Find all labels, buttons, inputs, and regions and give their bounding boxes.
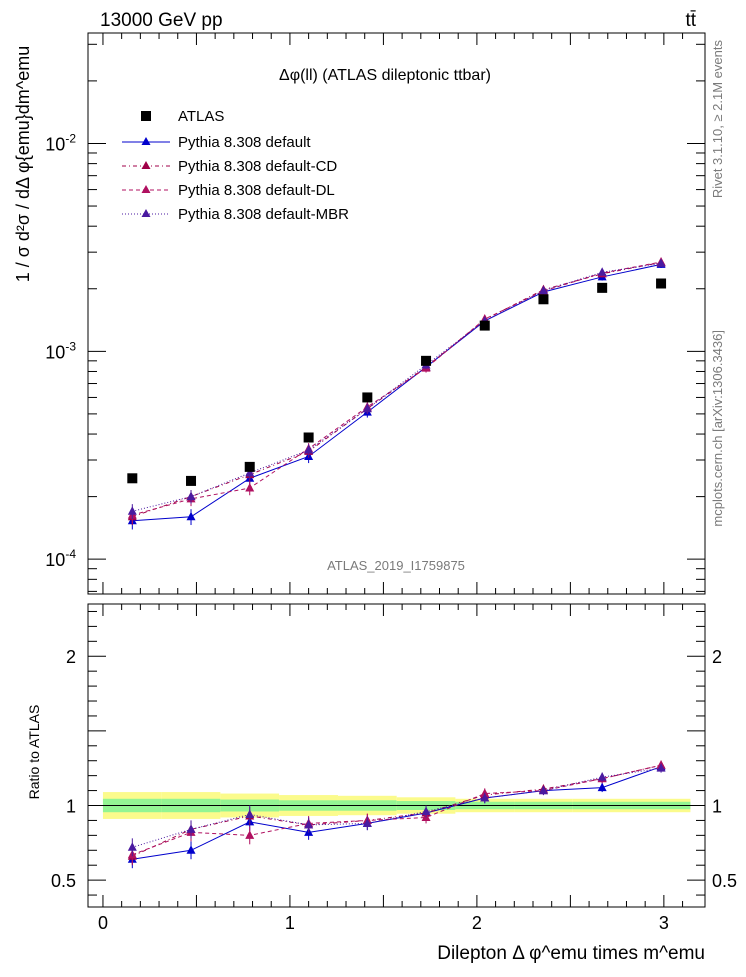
legend-marker-dl [141,185,151,193]
atlas-data-point [479,320,490,331]
ratio-marker-dl [480,788,490,798]
legend: ATLAS Pythia 8.308 default Pythia 8.308 … [122,108,349,223]
top-marker-mbr [245,467,255,477]
top-line-dl [132,261,662,516]
mcplots-info: mcplots.cern.ch [arXiv:1306.3436] [710,330,725,527]
plot-title: Δφ(ll) (ATLAS dileptonic ttbar) [279,67,491,84]
ratio-y-axis-label: Ratio to ATLAS [26,705,42,800]
ratio-marker-mbr [362,818,372,827]
ratio-y-tick-label-right: 0.5 [712,871,737,891]
ratio-marker-default [186,845,196,854]
ratio-marker-mbr [656,763,666,772]
atlas-data-point [186,475,197,486]
analysis-watermark: ATLAS_2019_I1759875 [327,558,465,573]
process-label: tt̄ [685,10,696,31]
atlas-data-point [127,473,138,484]
energy-label: 13000 GeV pp [100,10,223,31]
top-y-tick-label: 10-4 [45,547,76,570]
legend-marker-default [141,137,151,145]
rivet-info: Rivet 3.1.10, ≥ 2.1M events [710,40,725,199]
atlas-data-point [303,432,314,443]
top-line-default [132,263,662,522]
ratio-marker-mbr [597,772,607,781]
legend-label-default: Pythia 8.308 default [178,134,311,151]
top-panel-frame [87,32,706,595]
atlas-data-point [538,294,549,305]
legend-label-dl: Pythia 8.308 default-DL [178,182,335,199]
ratio-line-cd [132,764,662,857]
top-marker-mbr [362,403,372,413]
top-y-tick-label: 10-3 [45,339,76,362]
top-y-axis-label: 1 / σ d²σ / dΔ φ{emu}dm^emu [13,46,33,282]
ratio-marker-mbr [421,806,431,815]
x-tick-label: 0 [98,913,108,933]
legend-label-cd: Pythia 8.308 default-CD [178,158,337,175]
top-marker-mbr [538,285,548,295]
ratio-line-dl [132,764,662,856]
top-marker-mbr [656,258,666,267]
axes-ticks: 0 1 2 3 10-4 10-3 10-2 0.5 0.5 1 1 2 2 [45,33,737,933]
top-marker-mbr [304,445,314,454]
ratio-marker-mbr [127,842,137,851]
x-tick-label: 3 [659,913,669,933]
ratio-y-tick-label-right: 2 [712,647,722,667]
atlas-data-point [656,278,667,289]
ratio-marker-mbr [245,809,255,818]
ratio-y-tick-label: 2 [66,647,76,667]
ratio-line-mbr [132,767,662,848]
legend-label-atlas: ATLAS [178,108,224,125]
ratio-line-default [132,766,662,860]
legend-marker-cd [141,161,151,169]
top-marker-default [186,511,196,521]
legend-marker-atlas [141,111,151,121]
top-y-tick-label: 10-2 [45,131,76,154]
top-marker-mbr [186,491,196,501]
x-axis-label: Dilepton Δ φ^emu times m^emu [437,943,705,964]
ratio-marker-default [597,782,607,792]
ratio-marker-mbr [186,824,196,833]
atlas-data-point [597,282,608,293]
top-marker-mbr [597,267,607,276]
ratio-y-tick-label-right: 1 [712,797,722,817]
atlas-data-point [244,461,255,472]
legend-marker-mbr [141,209,151,217]
ratio-marker-mbr [304,819,314,829]
ratio-marker-mbr [480,793,490,802]
data-series [127,257,667,869]
legend-label-mbr: Pythia 8.308 default-MBR [178,206,349,223]
x-tick-label: 1 [285,913,295,933]
atlas-data-point [421,355,432,366]
top-line-mbr [132,262,662,512]
ratio-uncertainty-bands [102,792,691,819]
ratio-panel-frame [87,603,706,908]
ratio-y-tick-label: 1 [66,797,76,817]
top-marker-mbr [127,506,137,515]
x-tick-label: 2 [472,913,482,933]
ratio-y-tick-label: 0.5 [51,871,76,891]
ratio-marker-mbr [538,785,548,795]
top-marker-dl [245,483,255,492]
ratio-marker-dl [245,830,255,839]
atlas-data-point [362,392,373,403]
